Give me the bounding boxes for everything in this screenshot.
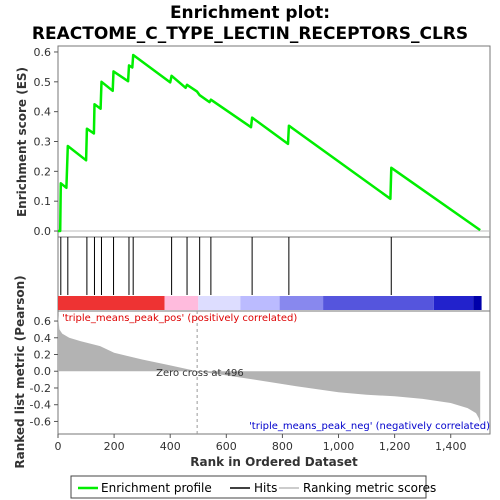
colorbar-segment <box>58 296 165 310</box>
metric-y-tick-label: 0.4 <box>34 332 52 345</box>
rank-colorbar <box>58 296 482 310</box>
metric-y-tick-label: -0.4 <box>30 399 51 412</box>
colorbar-segment <box>164 296 199 310</box>
es-y-axis-label: Enrichment score (ES) <box>15 67 29 217</box>
x-tick-label: 400 <box>160 440 181 453</box>
enrichment-profile-series <box>58 53 481 233</box>
legend: Enrichment profile Hits Ranking metric s… <box>70 475 436 499</box>
ranking-metric-series <box>58 315 481 424</box>
metric-y-tick-label: 0.6 <box>34 315 52 328</box>
positive-correlation-label: 'triple_means_peak_pos' (positively corr… <box>62 313 297 324</box>
hits-marks <box>60 237 392 295</box>
es-y-tick-label: 0.0 <box>34 225 52 238</box>
metric-y-axis-label: Ranked list metric (Pearson) <box>13 275 27 468</box>
colorbar-segment <box>198 296 241 310</box>
legend-metric-label: Ranking metric scores <box>303 481 436 495</box>
x-tick-label: 600 <box>216 440 237 453</box>
metric-y-tick-label: -0.2 <box>30 382 51 395</box>
legend-frame <box>70 475 427 499</box>
es-y-tick-label: 0.3 <box>34 136 52 149</box>
colorbar-segment <box>473 296 482 310</box>
colorbar-segment <box>433 296 474 310</box>
es-y-tick-label: 0.5 <box>34 76 52 89</box>
es-panel-frame <box>57 45 491 238</box>
chart-title-line1: Enrichment plot: <box>170 3 330 23</box>
x-axis-ticks: 0 200 400 600 800 1,000 1,200 1,400 <box>55 434 467 453</box>
colorbar-segment <box>240 296 280 310</box>
ranking-metric-area <box>58 311 481 434</box>
zero-cross-label: Zero cross at 496 <box>156 368 244 379</box>
colorbar-segment <box>279 296 324 310</box>
es-y-ticks: 0.0 0.1 0.2 0.3 0.4 0.5 0.6 <box>34 46 58 238</box>
es-y-tick-label: 0.1 <box>34 195 52 208</box>
chart-title-line2: REACTOME_C_TYPE_LECTIN_RECEPTORS_CLRS <box>32 24 468 44</box>
es-y-tick-label: 0.4 <box>34 106 52 119</box>
x-tick-label: 1,400 <box>435 440 467 453</box>
legend-hits-label: Hits <box>254 481 277 495</box>
es-y-tick-label: 0.2 <box>34 165 52 178</box>
metric-y-tick-label: 0.0 <box>34 365 52 378</box>
metric-y-tick-label: 0.2 <box>34 349 52 362</box>
x-tick-label: 800 <box>272 440 293 453</box>
metric-y-tick-label: -0.6 <box>30 415 51 428</box>
metric-y-ticks: 0.6 0.4 0.2 0.0 -0.2 -0.4 -0.6 <box>30 315 58 428</box>
enrichment-profile-line <box>58 53 481 233</box>
x-axis-label: Rank in Ordered Dataset <box>190 455 358 469</box>
es-y-tick-label: 0.6 <box>34 46 52 59</box>
legend-enrichment-label: Enrichment profile <box>101 481 212 495</box>
x-tick-label: 1,000 <box>323 440 355 453</box>
x-tick-label: 0 <box>55 440 62 453</box>
x-tick-label: 200 <box>104 440 125 453</box>
colorbar-segment <box>323 296 434 310</box>
negative-correlation-label: 'triple_means_peak_neg' (negatively corr… <box>249 421 490 432</box>
x-tick-label: 1,200 <box>379 440 411 453</box>
